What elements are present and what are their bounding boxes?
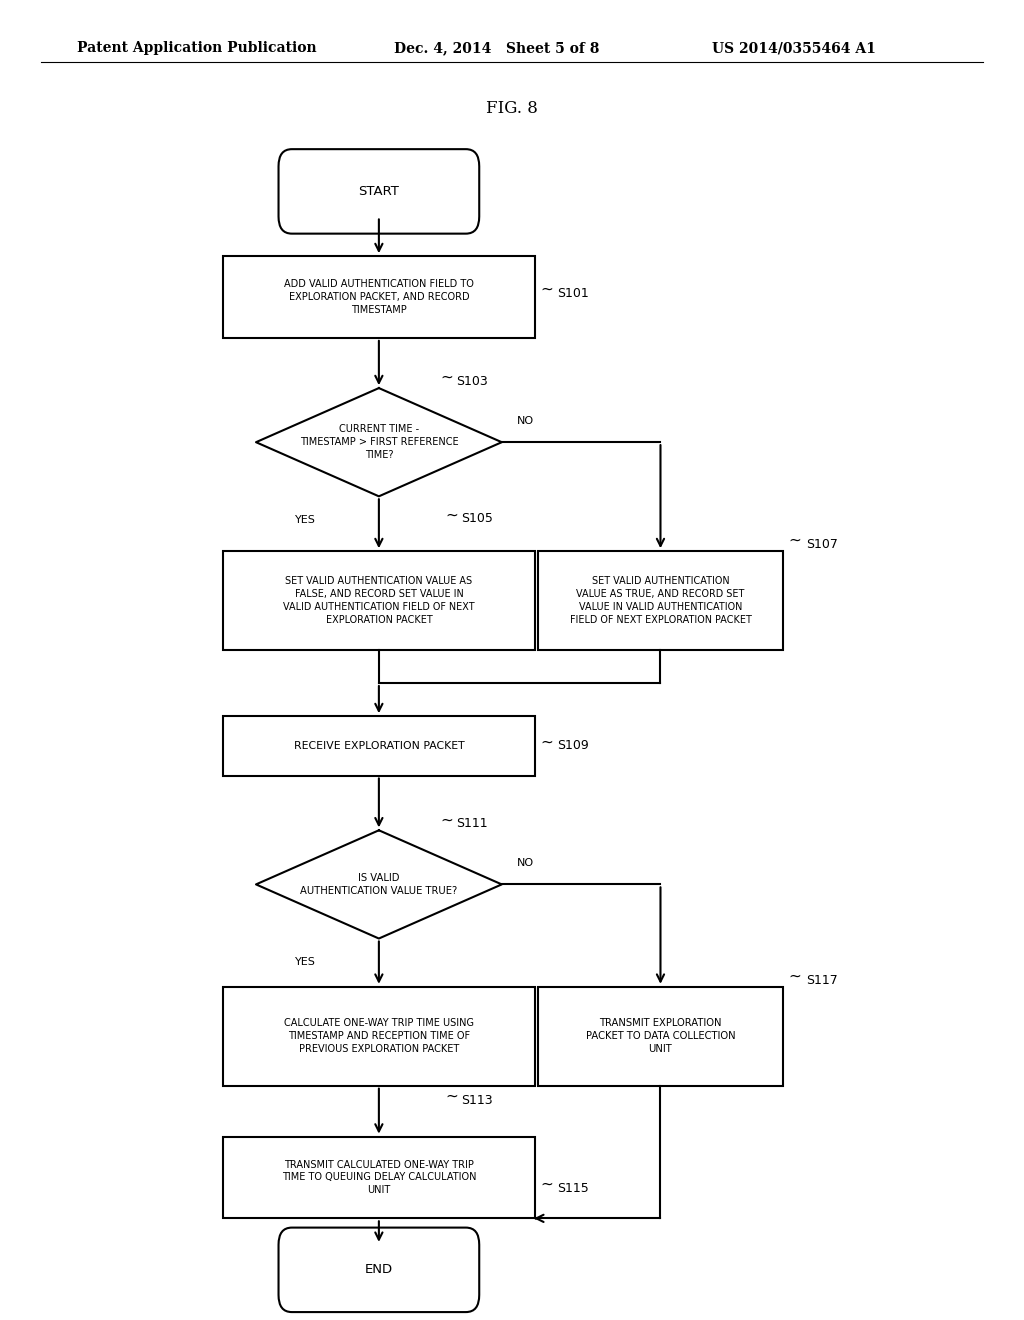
Text: ~: ~ bbox=[788, 969, 801, 983]
Text: S117: S117 bbox=[806, 974, 838, 986]
Text: S115: S115 bbox=[557, 1181, 590, 1195]
Text: S101: S101 bbox=[557, 286, 590, 300]
Text: TRANSMIT EXPLORATION
PACKET TO DATA COLLECTION
UNIT: TRANSMIT EXPLORATION PACKET TO DATA COLL… bbox=[586, 1019, 735, 1053]
Text: S109: S109 bbox=[557, 739, 590, 752]
Polygon shape bbox=[256, 388, 502, 496]
FancyBboxPatch shape bbox=[279, 1228, 479, 1312]
Text: END: END bbox=[365, 1263, 393, 1276]
Text: NO: NO bbox=[517, 416, 535, 426]
FancyBboxPatch shape bbox=[538, 552, 783, 649]
FancyBboxPatch shape bbox=[223, 1137, 535, 1218]
Text: ~: ~ bbox=[445, 1089, 458, 1104]
Text: ~: ~ bbox=[440, 812, 453, 828]
Text: Dec. 4, 2014   Sheet 5 of 8: Dec. 4, 2014 Sheet 5 of 8 bbox=[394, 41, 600, 55]
Text: US 2014/0355464 A1: US 2014/0355464 A1 bbox=[712, 41, 876, 55]
Text: TRANSMIT CALCULATED ONE-WAY TRIP
TIME TO QUEUING DELAY CALCULATION
UNIT: TRANSMIT CALCULATED ONE-WAY TRIP TIME TO… bbox=[282, 1160, 476, 1195]
Text: SET VALID AUTHENTICATION VALUE AS
FALSE, AND RECORD SET VALUE IN
VALID AUTHENTIC: SET VALID AUTHENTICATION VALUE AS FALSE,… bbox=[283, 577, 475, 624]
FancyBboxPatch shape bbox=[223, 552, 535, 649]
Text: ~: ~ bbox=[788, 533, 801, 548]
Text: S113: S113 bbox=[461, 1094, 493, 1106]
Text: START: START bbox=[358, 185, 399, 198]
Text: S103: S103 bbox=[456, 375, 487, 388]
Text: FIG. 8: FIG. 8 bbox=[486, 100, 538, 116]
Text: CALCULATE ONE-WAY TRIP TIME USING
TIMESTAMP AND RECEPTION TIME OF
PREVIOUS EXPLO: CALCULATE ONE-WAY TRIP TIME USING TIMEST… bbox=[284, 1019, 474, 1053]
Text: ~: ~ bbox=[541, 1176, 553, 1192]
FancyBboxPatch shape bbox=[538, 987, 783, 1085]
Text: SET VALID AUTHENTICATION
VALUE AS TRUE, AND RECORD SET
VALUE IN VALID AUTHENTICA: SET VALID AUTHENTICATION VALUE AS TRUE, … bbox=[569, 577, 752, 624]
Text: YES: YES bbox=[295, 957, 315, 968]
FancyBboxPatch shape bbox=[279, 149, 479, 234]
Text: YES: YES bbox=[295, 515, 315, 525]
Text: ~: ~ bbox=[440, 370, 453, 385]
Text: S107: S107 bbox=[806, 539, 838, 550]
Polygon shape bbox=[256, 830, 502, 939]
Text: S111: S111 bbox=[456, 817, 487, 830]
Text: ~: ~ bbox=[445, 507, 458, 523]
FancyBboxPatch shape bbox=[223, 256, 535, 338]
Text: ~: ~ bbox=[541, 281, 553, 297]
Text: ~: ~ bbox=[541, 734, 553, 750]
FancyBboxPatch shape bbox=[223, 987, 535, 1085]
Text: S105: S105 bbox=[461, 512, 493, 525]
FancyBboxPatch shape bbox=[223, 715, 535, 776]
Text: Patent Application Publication: Patent Application Publication bbox=[77, 41, 316, 55]
Text: RECEIVE EXPLORATION PACKET: RECEIVE EXPLORATION PACKET bbox=[294, 741, 464, 751]
Text: CURRENT TIME -
TIMESTAMP > FIRST REFERENCE
TIME?: CURRENT TIME - TIMESTAMP > FIRST REFEREN… bbox=[300, 425, 458, 459]
Text: IS VALID
AUTHENTICATION VALUE TRUE?: IS VALID AUTHENTICATION VALUE TRUE? bbox=[300, 873, 458, 896]
Text: NO: NO bbox=[517, 858, 535, 869]
Text: ADD VALID AUTHENTICATION FIELD TO
EXPLORATION PACKET, AND RECORD
TIMESTAMP: ADD VALID AUTHENTICATION FIELD TO EXPLOR… bbox=[284, 280, 474, 314]
